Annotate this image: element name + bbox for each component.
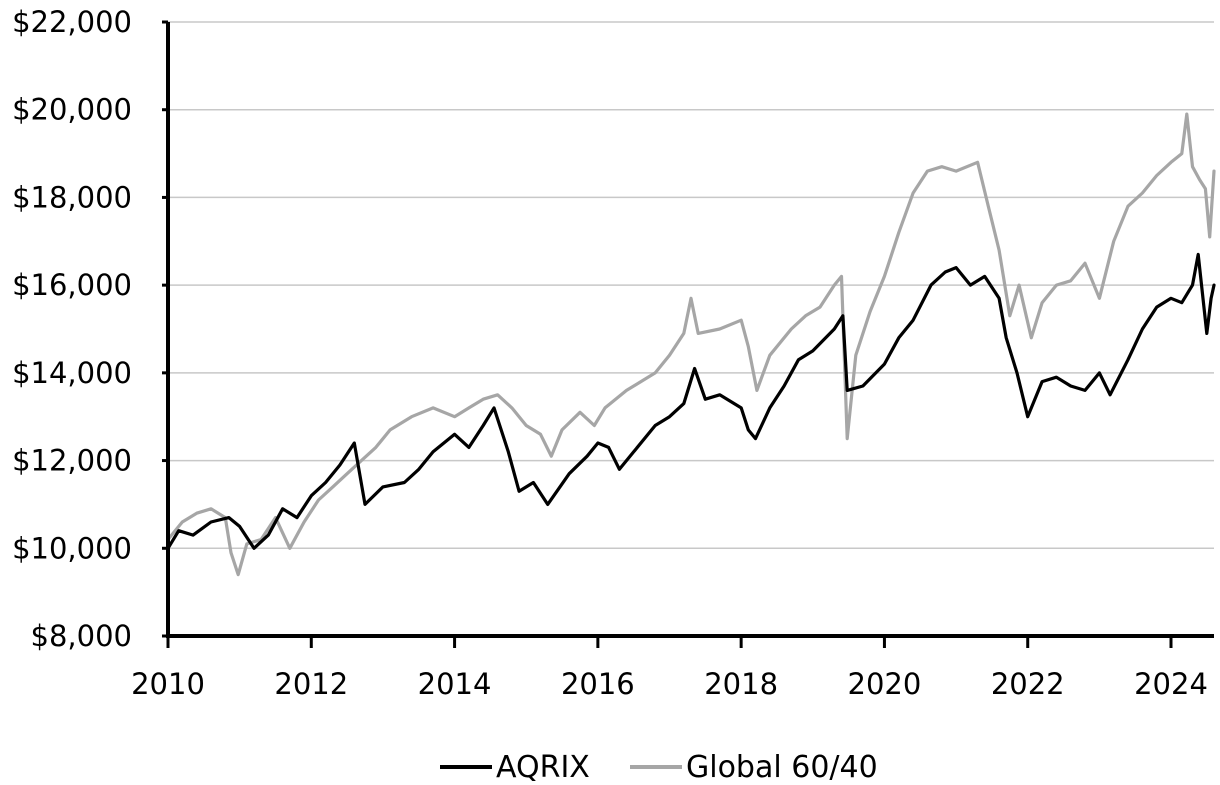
legend-label-aqrix: AQRIX (496, 750, 590, 785)
y-tick-label: $14,000 (12, 356, 132, 390)
x-tick-label: 2022 (991, 667, 1065, 701)
axes (166, 22, 1214, 638)
x-ticks: 2010 2012 2014 2016 2018 2020 2022 2024 (131, 636, 1208, 701)
y-tick-label: $12,000 (12, 444, 132, 478)
x-tick-label: 2010 (131, 667, 205, 701)
x-tick-label: 2020 (848, 667, 922, 701)
y-ticks: $8,000 $10,000 $12,000 $14,000 $16,000 $18,00… (12, 5, 168, 653)
y-tick-label: $22,000 (12, 5, 132, 39)
series-lines (166, 112, 1216, 577)
y-tick-label: $10,000 (12, 531, 132, 565)
y-tick-label: $20,000 (12, 93, 132, 127)
y-tick-label: $8,000 (31, 619, 132, 653)
legend: AQRIX Global 60/40 (440, 750, 878, 785)
x-tick-label: 2012 (274, 667, 348, 701)
series-line-global-60-40 (166, 112, 1216, 577)
x-tick-label: 2024 (1134, 667, 1208, 701)
legend-label-global-60-40: Global 60/40 (686, 750, 878, 785)
x-tick-label: 2016 (561, 667, 635, 701)
x-tick-label: 2014 (418, 667, 492, 701)
y-tick-label: $16,000 (12, 268, 132, 302)
x-tick-label: 2018 (704, 667, 778, 701)
y-tick-label: $18,000 (12, 180, 132, 214)
series-line-aqrix (166, 252, 1216, 550)
